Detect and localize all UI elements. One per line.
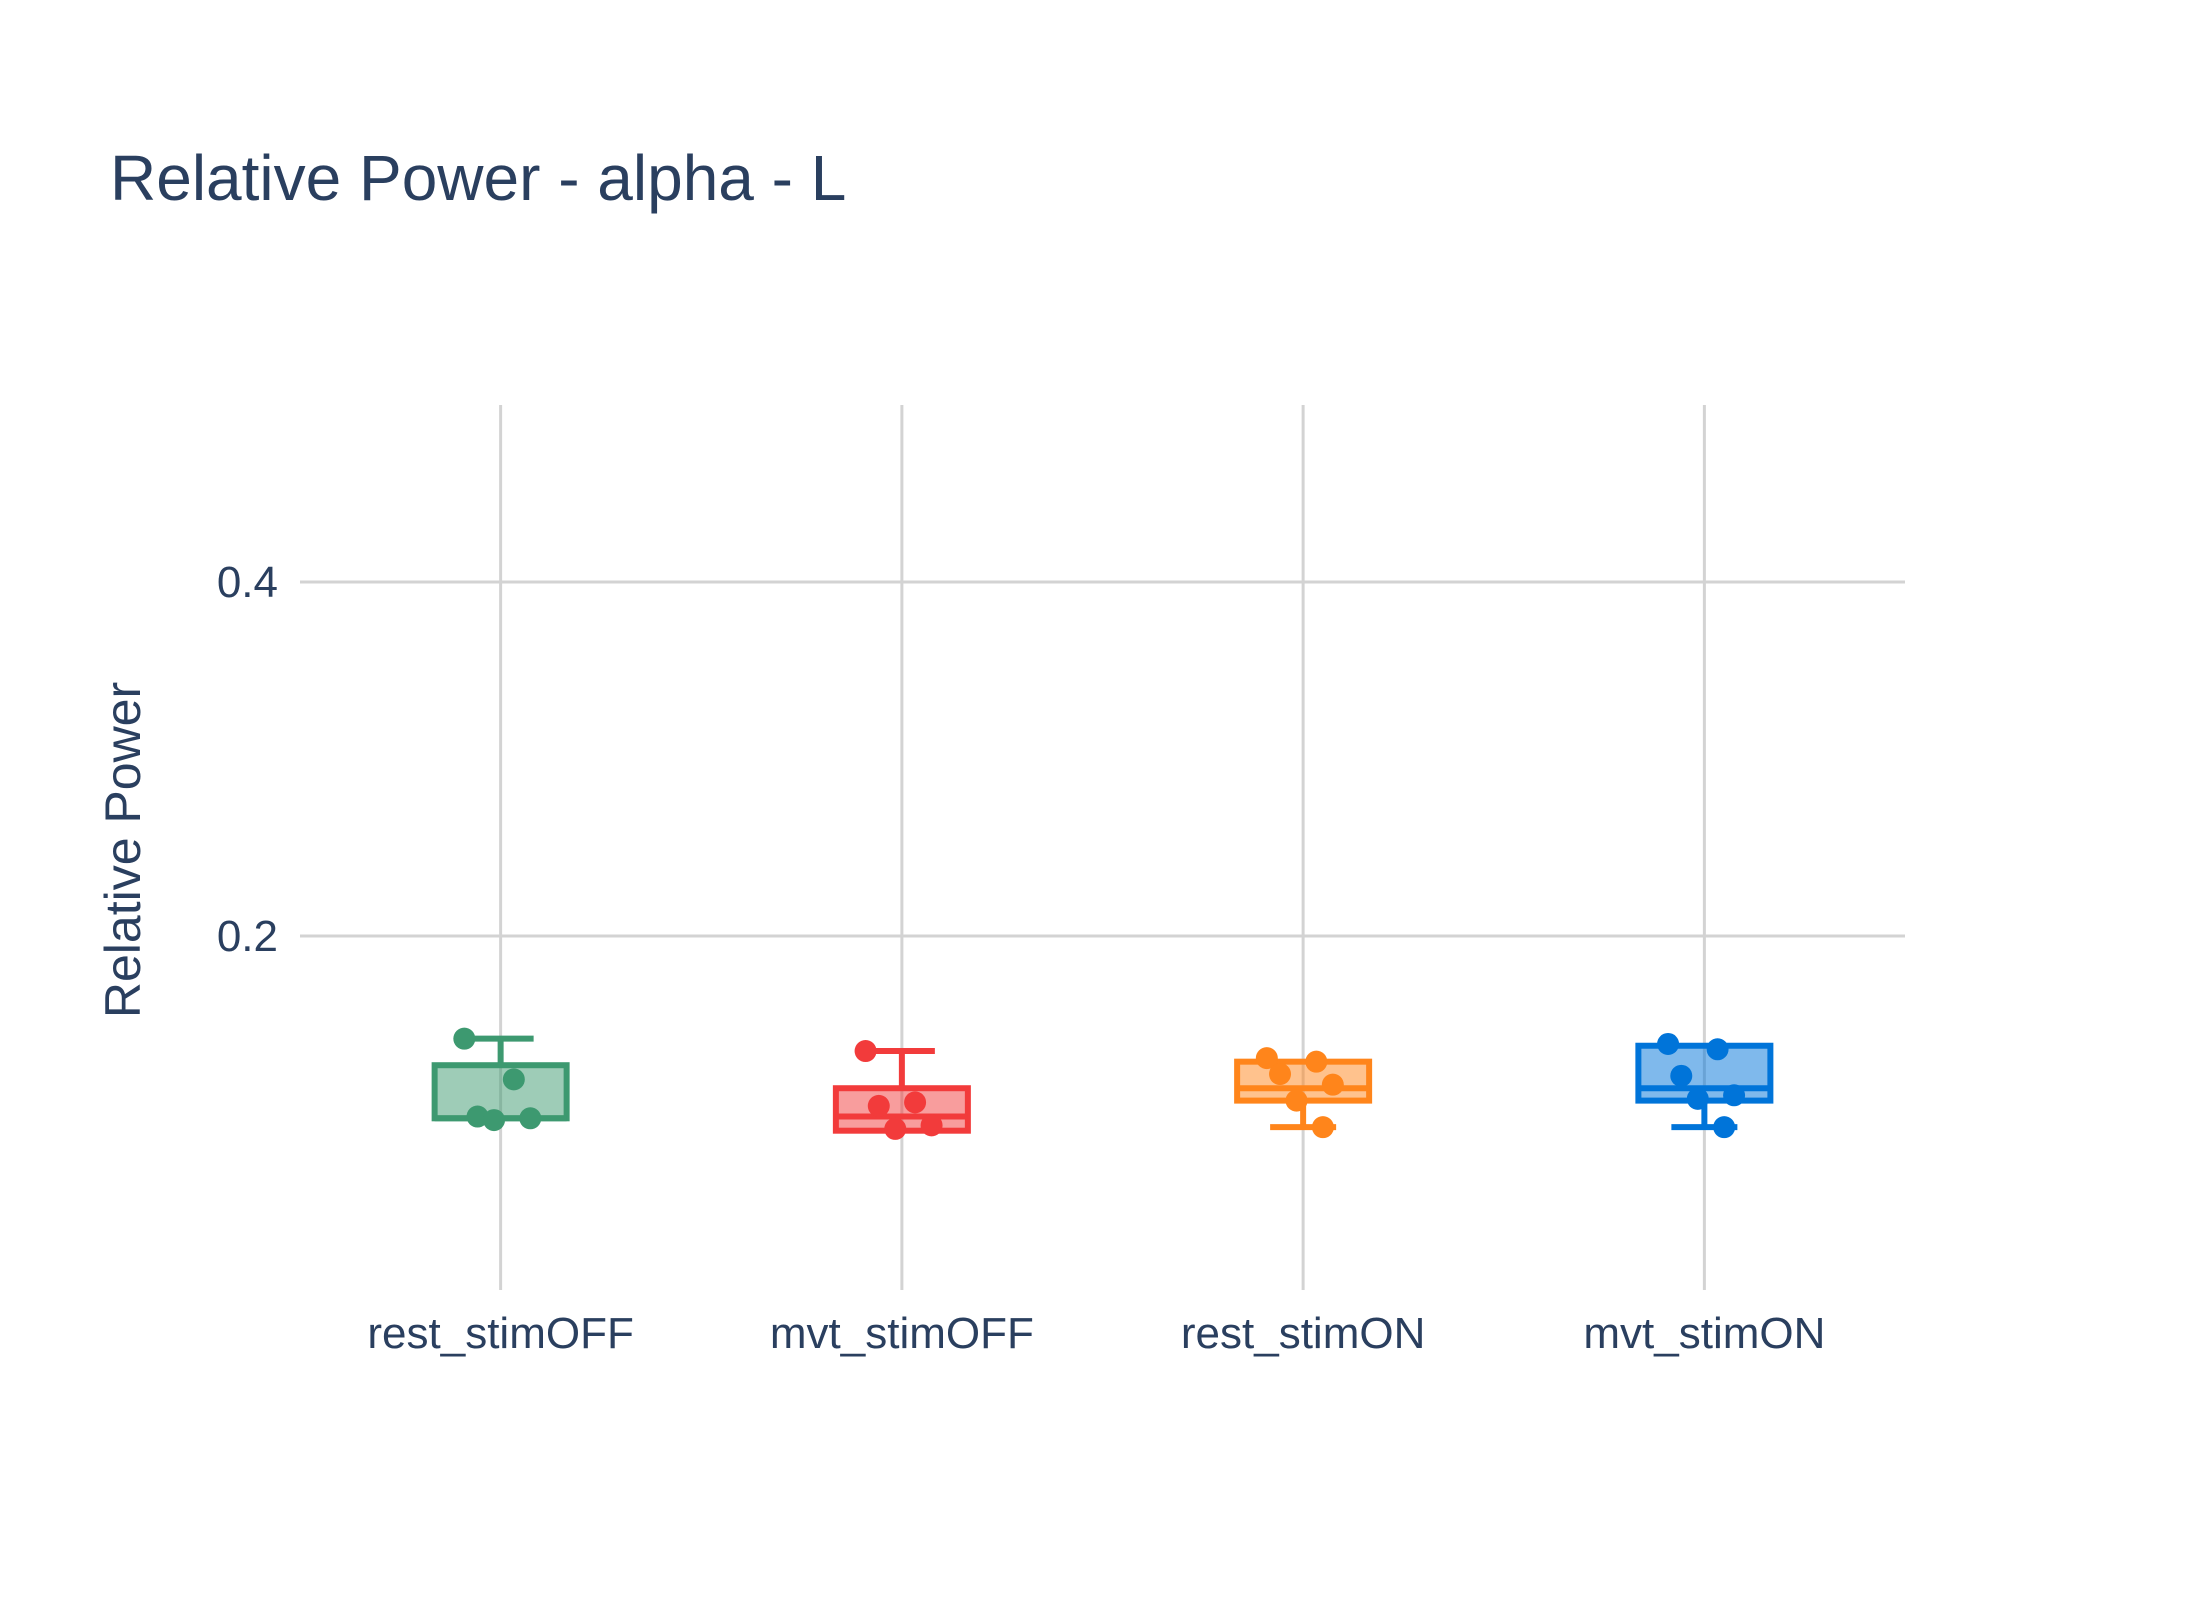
data-point	[1311, 1116, 1334, 1139]
box-body	[431, 1062, 570, 1122]
data-point	[854, 1040, 877, 1063]
data-point	[884, 1117, 907, 1140]
grid-lines	[300, 405, 1905, 1290]
data-point	[502, 1068, 525, 1091]
data-point	[1713, 1116, 1736, 1139]
data-point	[453, 1027, 476, 1050]
data-point	[1255, 1047, 1278, 1070]
data-point	[1305, 1050, 1328, 1073]
data-point	[904, 1091, 927, 1114]
x-tick-label: mvt_stimOFF	[770, 1309, 1034, 1358]
box-traces	[431, 1027, 1774, 1140]
data-point	[1321, 1073, 1344, 1096]
box-trace	[832, 1040, 971, 1140]
data-point	[1285, 1089, 1308, 1112]
box-trace	[431, 1027, 570, 1132]
data-point	[483, 1109, 506, 1132]
y-axis-title: Relative Power	[95, 682, 151, 1018]
data-point	[920, 1114, 943, 1137]
y-tick-label: 0.2	[217, 912, 278, 961]
x-tick-label: rest_stimOFF	[367, 1309, 633, 1358]
box-trace	[1635, 1032, 1774, 1139]
data-point	[1269, 1063, 1292, 1086]
data-point	[1706, 1038, 1729, 1061]
x-tick-label: rest_stimON	[1181, 1309, 1425, 1358]
data-point	[519, 1107, 542, 1130]
data-point	[1686, 1087, 1709, 1110]
y-tick-label: 0.4	[217, 558, 278, 607]
data-point	[867, 1094, 890, 1117]
data-point	[466, 1105, 489, 1128]
y-axis-ticks: 0.2 0.4	[217, 558, 278, 961]
box-trace	[1234, 1047, 1373, 1139]
data-point	[1657, 1032, 1680, 1055]
data-point	[1723, 1084, 1746, 1107]
chart-title: Relative Power - alpha - L	[110, 142, 846, 214]
data-point	[1670, 1064, 1693, 1087]
x-axis-ticks: rest_stimOFF mvt_stimOFF rest_stimON mvt_st…	[367, 1309, 1825, 1358]
x-tick-label: mvt_stimON	[1583, 1309, 1825, 1358]
